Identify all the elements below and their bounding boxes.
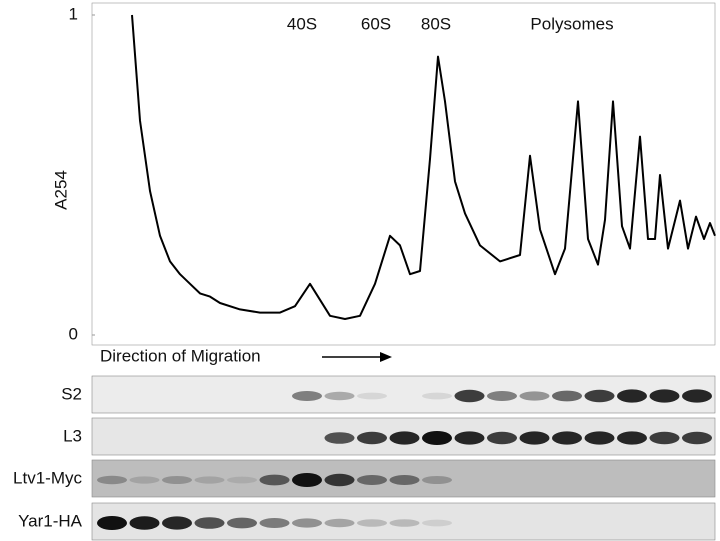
blot-band	[454, 389, 485, 403]
blot-band	[292, 391, 322, 401]
blot-label: L3	[63, 426, 82, 445]
blot-band	[422, 519, 452, 527]
blot-band	[357, 392, 387, 400]
blot-band	[259, 474, 290, 486]
blot-band	[682, 389, 712, 403]
blot-band	[162, 476, 192, 484]
blot-band	[584, 389, 615, 403]
blot-band	[227, 517, 257, 529]
blot-band	[422, 431, 452, 445]
y-tick-label: 0	[69, 324, 78, 343]
arrow-head	[380, 352, 392, 362]
blot-band	[292, 518, 322, 528]
blot-band	[617, 431, 647, 445]
blot-band	[194, 476, 225, 484]
blot-band	[422, 476, 452, 484]
blot-band	[129, 476, 160, 484]
x-axis-label: Direction of Migration	[100, 346, 261, 365]
blot-band	[162, 516, 192, 530]
blot-band	[357, 519, 387, 527]
blot-band	[584, 431, 615, 445]
blot-band	[227, 476, 257, 484]
blot-label: Yar1-HA	[18, 511, 83, 530]
blot-band	[324, 432, 355, 444]
blot-label: S2	[61, 384, 82, 403]
blot-band	[682, 431, 712, 445]
blot-band	[97, 475, 127, 485]
blot-band	[519, 431, 550, 445]
blot-band	[324, 391, 355, 401]
blot-band	[292, 473, 322, 487]
blot-band	[97, 516, 127, 530]
blot-band	[357, 431, 387, 445]
blot-band	[389, 431, 420, 445]
blot-band	[617, 389, 647, 403]
blot-band	[324, 473, 355, 487]
blot-band	[487, 391, 517, 401]
blot-band	[487, 431, 517, 445]
blot-band	[649, 431, 680, 445]
blot-band	[389, 475, 420, 485]
annotation: Polysomes	[530, 14, 613, 33]
blot-band	[649, 389, 680, 403]
blot-band	[324, 518, 355, 528]
annotation: 60S	[361, 14, 391, 33]
annotation: 40S	[287, 14, 317, 33]
blots: S2 L3 Ltv1-Myc Yar1-HA	[13, 375, 716, 541]
y-tick-label: 1	[69, 4, 78, 23]
blot-label: Ltv1-Myc	[13, 468, 82, 487]
blot-band	[552, 431, 582, 445]
blot-band	[389, 519, 420, 527]
blot-band	[454, 431, 485, 445]
annotation: 80S	[421, 14, 451, 33]
profile-line	[131, 14, 716, 320]
blot-band	[422, 392, 452, 400]
blot-band	[194, 517, 225, 529]
plot-frame	[91, 2, 716, 346]
blot-band	[519, 391, 550, 401]
blot-band	[357, 475, 387, 485]
blot-band	[259, 518, 290, 528]
blot-band	[129, 516, 160, 530]
blot-band	[552, 390, 582, 402]
y-axis-label: A254	[51, 170, 70, 210]
